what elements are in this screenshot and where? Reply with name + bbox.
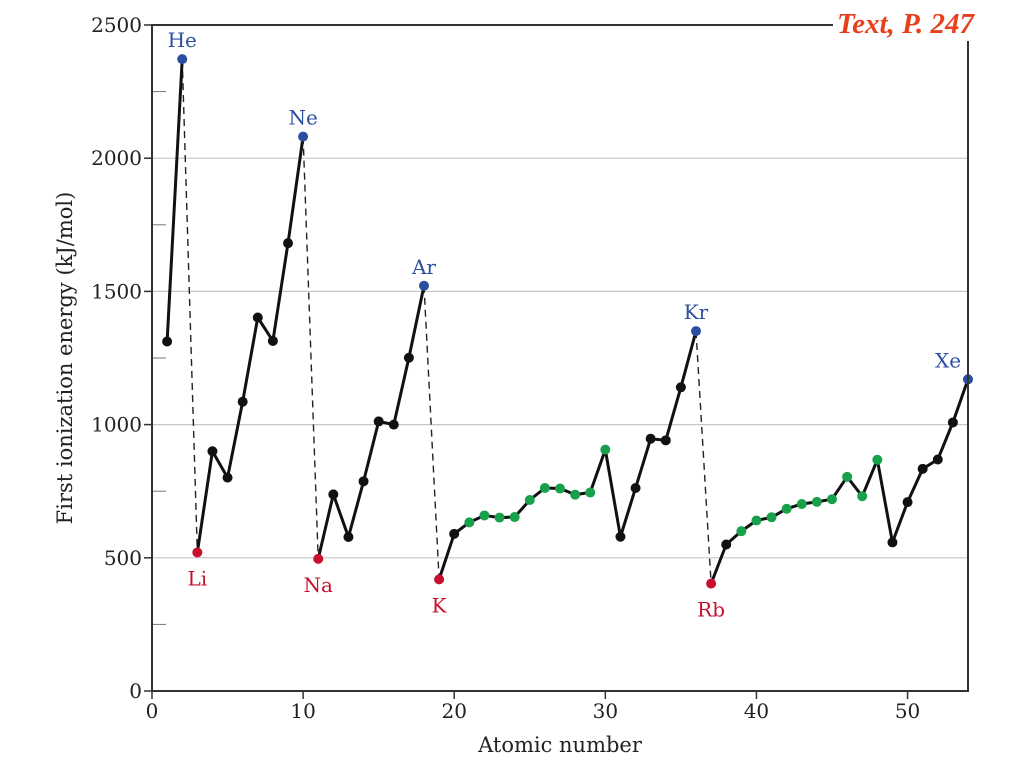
data-point	[781, 503, 792, 514]
element-label: Ar	[411, 255, 436, 279]
series-line	[195, 136, 305, 553]
data-point	[751, 515, 762, 526]
data-point	[947, 417, 958, 428]
y-tick-label: 2000	[91, 146, 142, 170]
gridlines	[144, 24, 968, 692]
data-point	[600, 444, 611, 455]
element-label: He	[168, 28, 197, 52]
series-lines	[165, 59, 970, 585]
data-point	[706, 578, 717, 589]
element-label: Rb	[697, 598, 725, 622]
data-point	[162, 336, 173, 347]
data-point	[509, 512, 520, 523]
data-point	[524, 494, 535, 505]
data-point	[539, 483, 550, 494]
data-point	[691, 326, 701, 337]
data-point	[403, 352, 414, 363]
data-point	[615, 531, 626, 542]
data-point	[857, 491, 868, 502]
data-point	[902, 497, 913, 508]
data-point	[192, 547, 203, 558]
element-label: Na	[304, 573, 334, 597]
data-point	[736, 526, 747, 537]
series-line	[165, 59, 184, 342]
element-label: Li	[187, 566, 207, 590]
data-point	[766, 512, 777, 523]
data-point	[887, 537, 898, 548]
y-tick-label: 500	[104, 546, 142, 570]
data-point	[464, 517, 475, 528]
x-tick-label: 0	[146, 699, 159, 723]
data-point	[313, 553, 324, 564]
series-line	[316, 285, 426, 560]
element-label: K	[432, 593, 448, 617]
y-tick-labels: 0 500 1000 1500 2000 2500	[91, 13, 142, 703]
y-axis-title: First ionization energy (kJ/mol)	[53, 192, 77, 525]
data-point	[388, 419, 399, 430]
x-tick-label: 50	[895, 699, 920, 723]
x-tick-label: 20	[441, 699, 466, 723]
drop-lines	[181, 59, 712, 584]
series-line	[709, 378, 970, 585]
x-tick-labels: 0 10 20 30 40 50	[146, 691, 920, 723]
data-point	[827, 494, 837, 505]
element-labels: He Ne Ar Kr Xe Li Na K Rb	[168, 28, 961, 622]
data-point	[917, 463, 928, 474]
drop-line	[423, 285, 440, 580]
data-point	[660, 435, 671, 446]
data-point	[222, 472, 233, 483]
data-point	[252, 312, 263, 323]
x-tick-label: 10	[290, 699, 315, 723]
data-point	[630, 483, 641, 494]
data-point	[811, 496, 822, 507]
drop-line	[302, 136, 319, 559]
element-label: Ne	[288, 106, 317, 130]
corner-note: Text, P. 247	[833, 8, 978, 41]
data-point	[283, 238, 293, 249]
data-point	[721, 539, 732, 550]
data-point	[479, 510, 490, 521]
data-point	[842, 471, 853, 482]
data-point	[872, 454, 883, 465]
x-tick-label: 40	[744, 699, 769, 723]
data-point	[585, 487, 596, 498]
data-point	[237, 396, 248, 407]
data-point	[373, 416, 384, 427]
data-point	[555, 483, 565, 494]
data-point	[298, 131, 309, 142]
y-tick-label: 0	[129, 679, 142, 703]
data-point	[343, 532, 354, 543]
data-point	[675, 382, 686, 393]
drop-line	[181, 59, 199, 553]
data-point	[932, 454, 943, 465]
element-label: Xe	[935, 348, 961, 372]
data-point	[645, 433, 656, 444]
data-point	[449, 528, 460, 539]
x-axis-title: Atomic number	[477, 733, 643, 757]
data-point	[419, 280, 429, 291]
x-tick-label: 30	[593, 699, 618, 723]
plot-frame	[151, 24, 969, 692]
data-point	[177, 54, 188, 65]
element-label: Kr	[684, 300, 709, 324]
data-point	[494, 512, 505, 523]
data-point	[796, 498, 807, 509]
y-tick-label: 1500	[91, 279, 142, 303]
y-tick-label: 2500	[91, 13, 142, 37]
data-point	[207, 446, 218, 457]
data-point	[267, 335, 278, 346]
data-point	[328, 489, 339, 500]
data-point	[358, 476, 369, 487]
data-point	[434, 574, 445, 585]
minor-ticks	[152, 91, 166, 625]
drop-line	[695, 331, 712, 584]
y-tick-label: 1000	[91, 413, 142, 437]
data-points	[162, 54, 973, 589]
series-line	[437, 330, 698, 580]
data-point	[570, 489, 581, 500]
